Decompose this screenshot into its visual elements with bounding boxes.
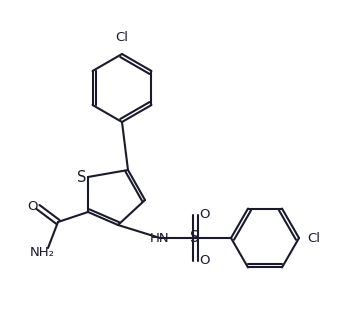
Text: NH₂: NH₂ [29,247,55,259]
Text: Cl: Cl [116,31,129,44]
Text: S: S [77,170,87,184]
Text: O: O [200,254,210,268]
Text: O: O [200,208,210,222]
Text: O: O [27,201,37,213]
Text: S: S [190,230,200,245]
Text: Cl: Cl [307,232,320,244]
Text: HN: HN [150,233,170,245]
